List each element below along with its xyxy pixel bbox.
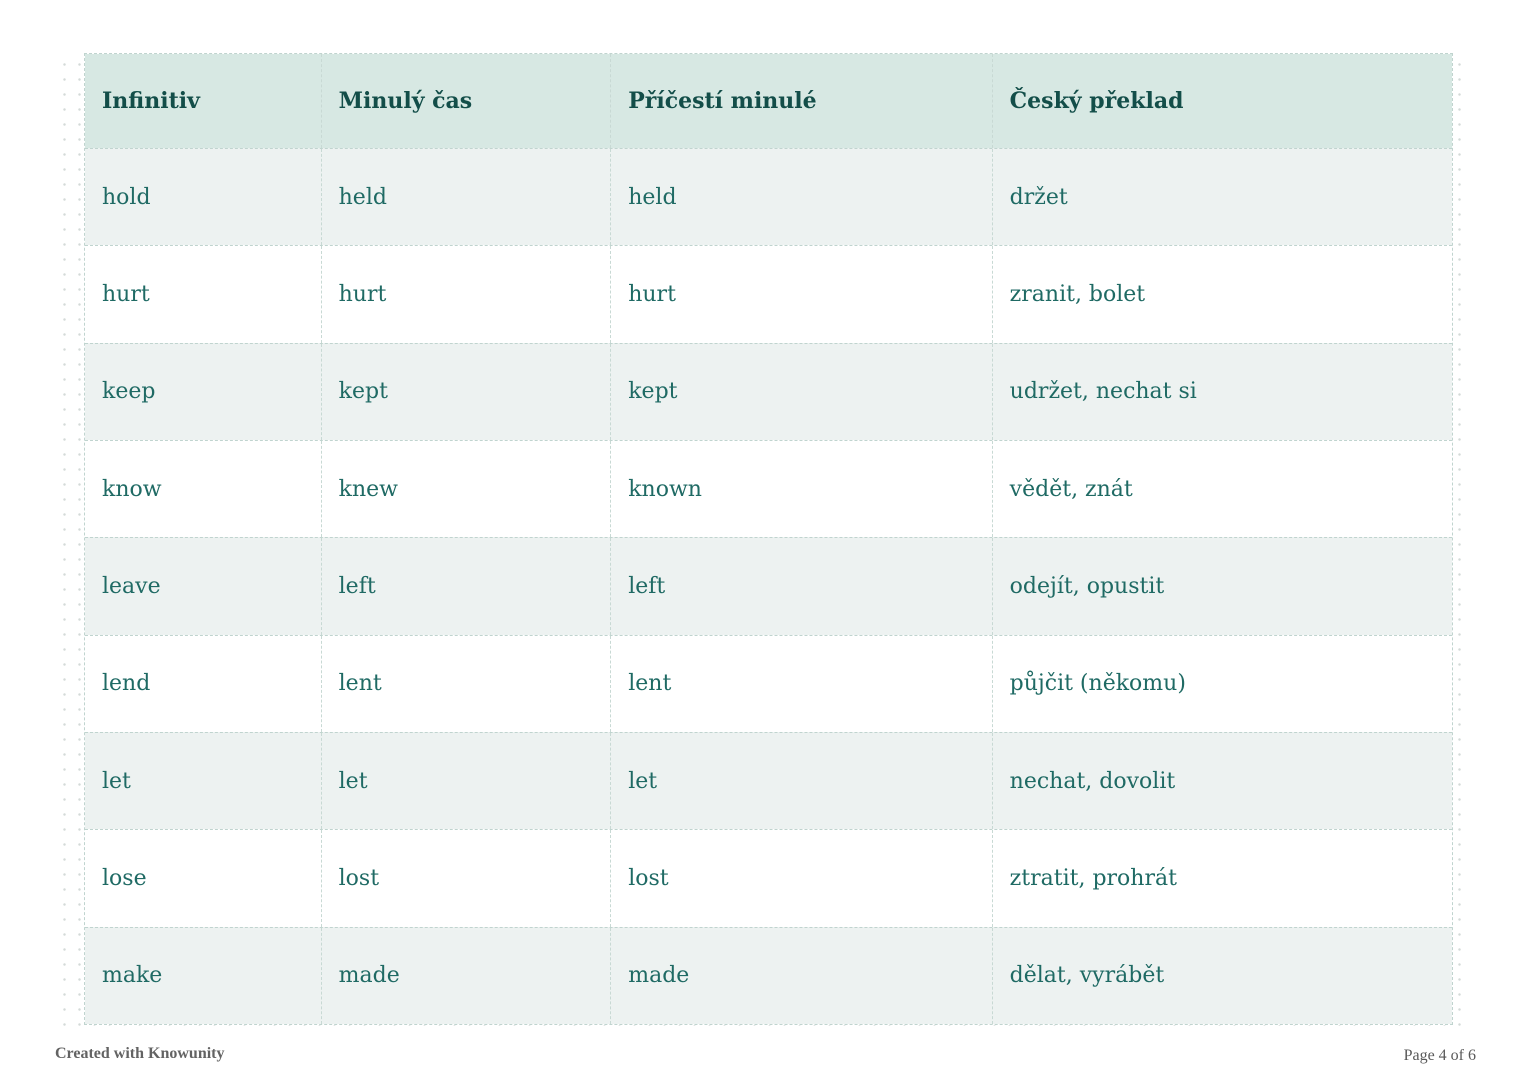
table-cell: made <box>320 927 611 1024</box>
table-cell: knew <box>320 440 611 538</box>
column-header-cesky-preklad: Český překlad <box>991 54 1452 148</box>
irregular-verbs-table: Infinitiv Minulý čas Příčestí minulé Čes… <box>84 53 1453 1025</box>
table-cell: lent <box>610 635 991 732</box>
table-header-row: Infinitiv Minulý čas Příčestí minulé Čes… <box>85 54 1452 148</box>
table-cell: držet <box>991 149 1452 246</box>
table-cell: known <box>610 440 991 538</box>
column-header-infinitiv: Infinitiv <box>102 88 200 114</box>
table-row: keep kept kept udržet, nechat si <box>85 342 1452 440</box>
table-cell: udržet, nechat si <box>991 343 1452 440</box>
table-cell: hurt <box>320 246 611 343</box>
table-cell: kept <box>320 343 611 440</box>
table-cell: nechat, dovolit <box>991 732 1452 830</box>
column-header-minuly-cas: Minulý čas <box>320 54 611 148</box>
table-cell: lose <box>102 865 147 891</box>
table-row: leave left left odejít, opustit <box>85 537 1452 635</box>
table-cell: let <box>102 768 131 794</box>
table-cell: leave <box>102 573 161 599</box>
created-with-knowunity-label: Created with Knowunity <box>55 1045 225 1062</box>
table-cell: hurt <box>102 281 150 307</box>
table-cell: zranit, bolet <box>991 246 1452 343</box>
table-cell: keep <box>102 379 156 405</box>
page-number-label: Page 4 of 6 <box>1403 1047 1476 1064</box>
table-cell: left <box>610 538 991 635</box>
table-cell: dělat, vyrábět <box>991 927 1452 1024</box>
table-cell: held <box>320 149 611 246</box>
table-cell: kept <box>610 343 991 440</box>
table-row: make made made dělat, vyrábět <box>85 926 1452 1024</box>
table-cell: made <box>610 927 991 1024</box>
table-cell: vědět, znát <box>991 440 1452 538</box>
table-row: hurt hurt hurt zranit, bolet <box>85 245 1452 343</box>
table-row: lose lost lost ztratit, prohrát <box>85 829 1452 927</box>
table-cell: odejít, opustit <box>991 538 1452 635</box>
table-cell: hold <box>102 184 151 210</box>
table-row: know knew known vědět, znát <box>85 439 1452 538</box>
table-cell: lend <box>102 671 151 697</box>
table-cell: hurt <box>610 246 991 343</box>
table-cell: lost <box>610 830 991 927</box>
table-row: hold held held držet <box>85 148 1452 246</box>
table-cell: lent <box>320 635 611 732</box>
table-row: let let let nechat, dovolit <box>85 731 1452 830</box>
table-cell: ztratit, prohrát <box>991 830 1452 927</box>
table-cell: let <box>320 732 611 830</box>
table-cell: let <box>610 732 991 830</box>
table-cell: lost <box>320 830 611 927</box>
table-row: lend lent lent půjčit (někomu) <box>85 634 1452 732</box>
table-cell: know <box>102 476 162 502</box>
column-header-pricesti-minule: Příčestí minulé <box>610 54 991 148</box>
table-cell: held <box>610 149 991 246</box>
table-cell: půjčit (někomu) <box>991 635 1452 732</box>
table-cell: make <box>102 963 163 989</box>
table-cell: left <box>320 538 611 635</box>
